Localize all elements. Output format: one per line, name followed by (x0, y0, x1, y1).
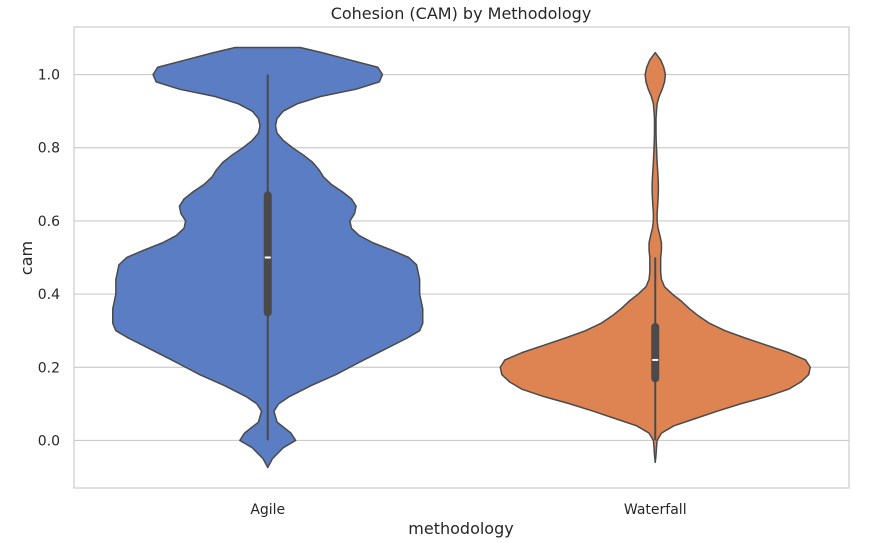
plot-frame (73, 26, 850, 489)
y-axis-label: cam (17, 241, 36, 275)
y-tick-label: 0.0 (38, 433, 60, 449)
y-tick-label: 0.4 (38, 287, 60, 303)
x-axis-ticks: Agile Waterfall (250, 502, 686, 518)
x-tick-label: Agile (250, 502, 285, 518)
y-tick-label: 0.2 (38, 360, 60, 376)
y-tick-label: 1.0 (38, 68, 60, 84)
violins (112, 46, 811, 469)
x-axis-label: methodology (408, 519, 513, 538)
y-axis-ticks: 0.0 0.2 0.4 0.6 0.8 1.0 (38, 68, 60, 450)
y-tick-label: 0.6 (38, 214, 60, 230)
x-tick-label: Waterfall (624, 502, 687, 518)
y-tick-label: 0.8 (38, 141, 60, 157)
chart-title: Cohesion (CAM) by Methodology (331, 4, 592, 23)
